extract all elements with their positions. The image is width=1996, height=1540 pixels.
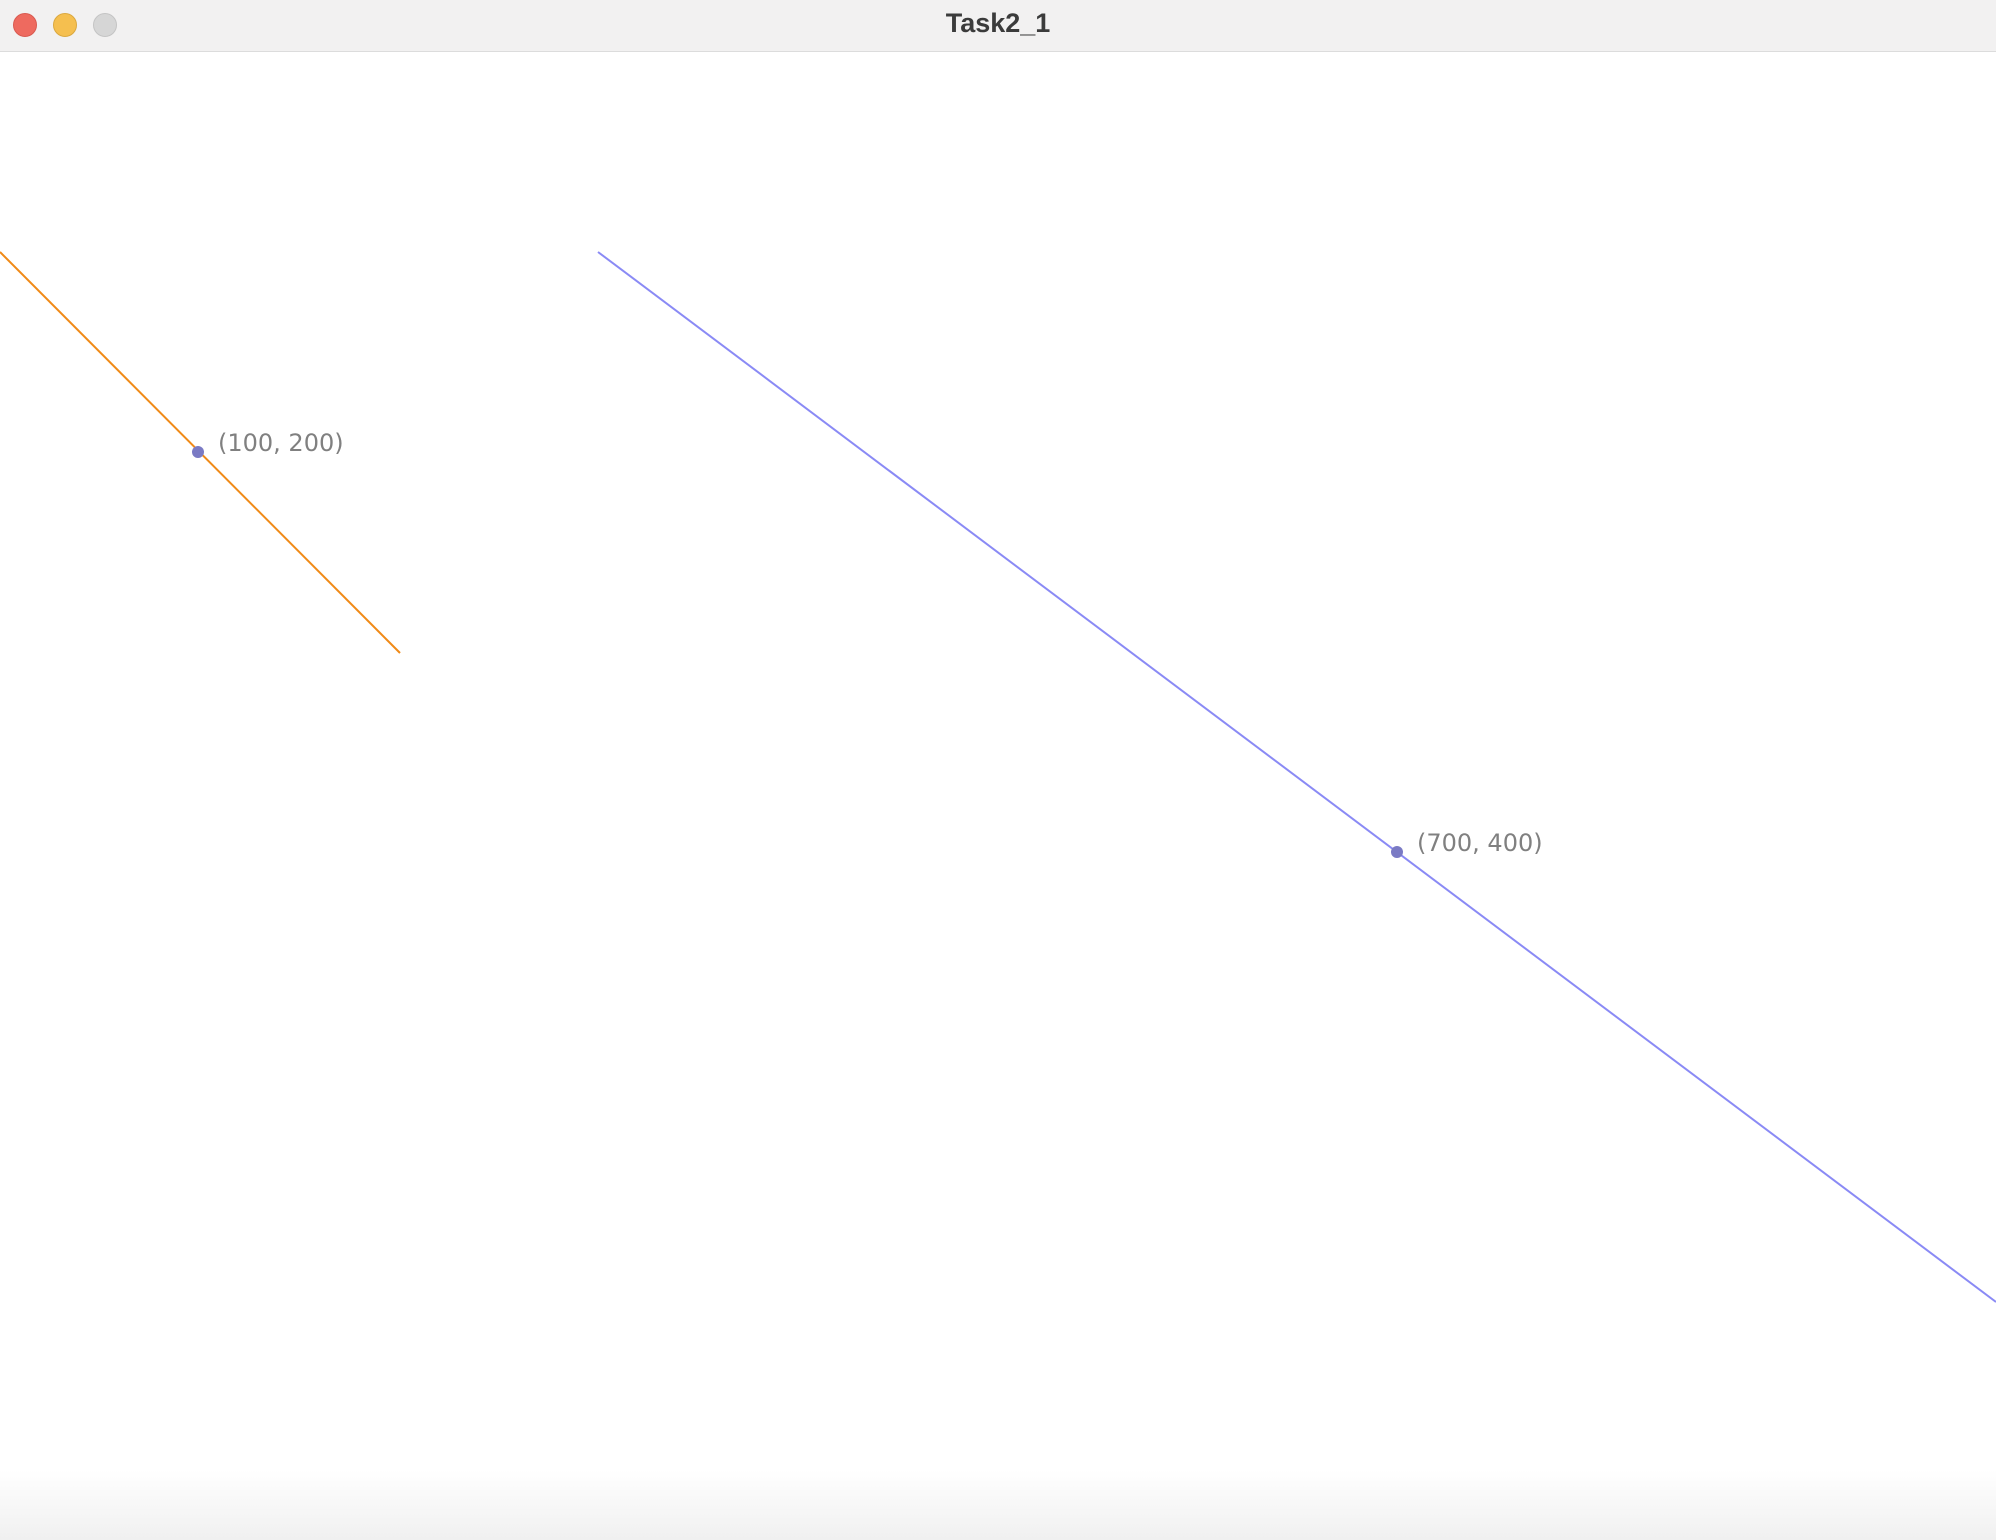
minimize-button[interactable] — [53, 13, 77, 37]
point-label: (100, 200) — [218, 429, 344, 457]
blue-line — [597, 251, 1996, 1303]
point-marker[interactable] — [1391, 846, 1403, 858]
canvas-svg: (100, 200) (700, 400) — [0, 251, 1996, 1303]
close-button[interactable] — [13, 13, 37, 37]
title-bar[interactable]: Task2_1 — [0, 0, 1996, 52]
drawing-canvas[interactable]: (100, 200) (700, 400) — [0, 52, 1996, 1540]
window-title: Task2_1 — [945, 8, 1051, 38]
point-label: (700, 400) — [1417, 829, 1543, 857]
bottom-shadow — [0, 1470, 1996, 1540]
point-marker[interactable] — [192, 446, 204, 458]
zoom-button[interactable] — [93, 13, 117, 37]
